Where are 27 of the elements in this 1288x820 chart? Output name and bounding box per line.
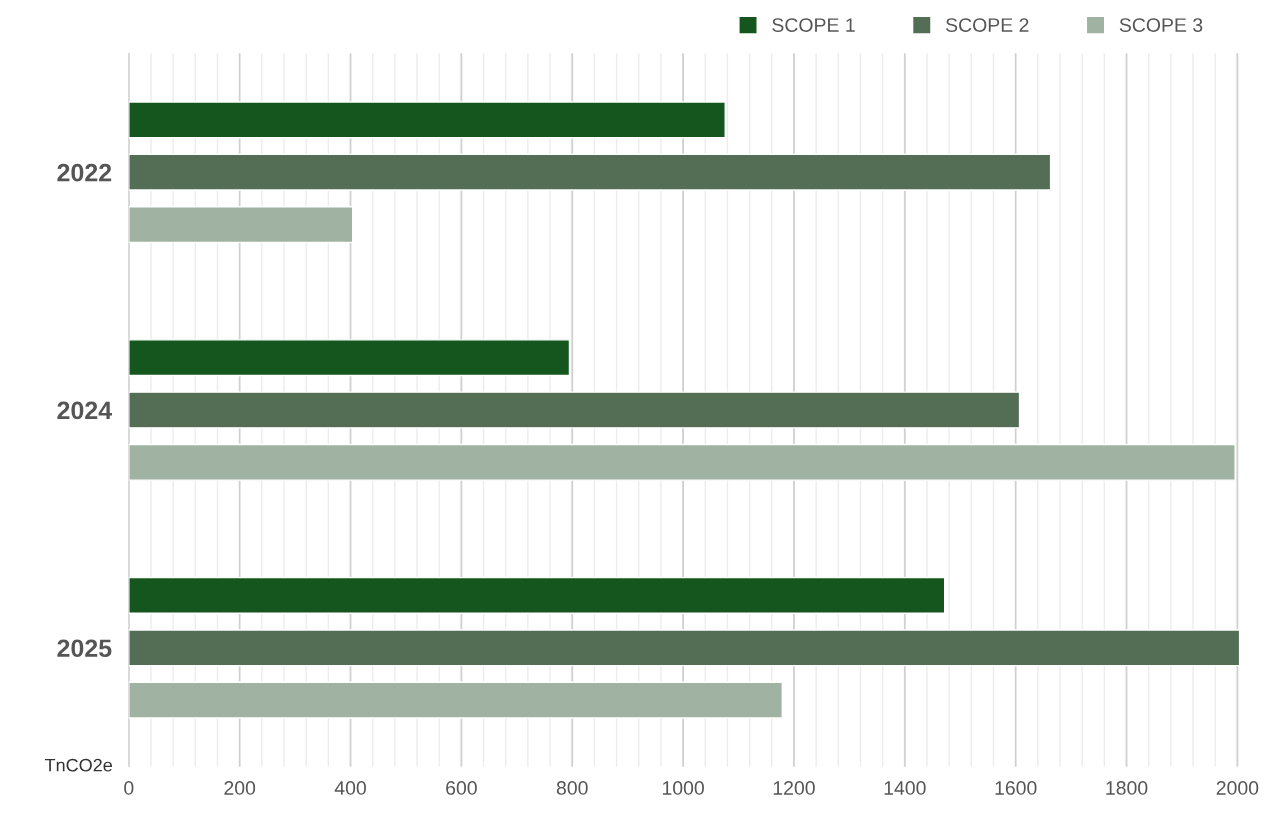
y-tick-label: 2022 xyxy=(57,163,112,182)
y-tick-label: 2025 xyxy=(57,639,112,658)
x-tick-label: 1800 xyxy=(1106,781,1148,795)
x-axis-title: TnCO2e xyxy=(44,758,112,772)
x-tick-label: 0 xyxy=(124,781,134,795)
legend-label: SCOPE 3 xyxy=(1119,18,1203,32)
bar xyxy=(128,629,1241,667)
x-tick-label: 1000 xyxy=(662,781,704,795)
bar xyxy=(128,681,784,719)
legend-label: SCOPE 1 xyxy=(772,18,855,32)
legend-label: SCOPE 2 xyxy=(945,18,1029,32)
bar xyxy=(128,443,1236,481)
bar xyxy=(128,391,1021,429)
bar xyxy=(128,205,354,244)
x-tick-label: 1400 xyxy=(884,781,926,795)
y-tick-label: 2024 xyxy=(57,401,112,420)
x-tick-label: 200 xyxy=(224,781,256,795)
bar xyxy=(128,153,1052,191)
bar xyxy=(128,576,946,615)
bar xyxy=(128,339,571,377)
x-tick-label: 400 xyxy=(334,781,366,795)
x-tick-label: 1600 xyxy=(995,781,1037,795)
x-tick-label: 1200 xyxy=(773,781,815,795)
x-tick-label: 2000 xyxy=(1216,781,1259,795)
x-tick-label: 800 xyxy=(556,781,588,795)
x-tick-label: 600 xyxy=(446,781,477,795)
bar xyxy=(128,101,726,139)
